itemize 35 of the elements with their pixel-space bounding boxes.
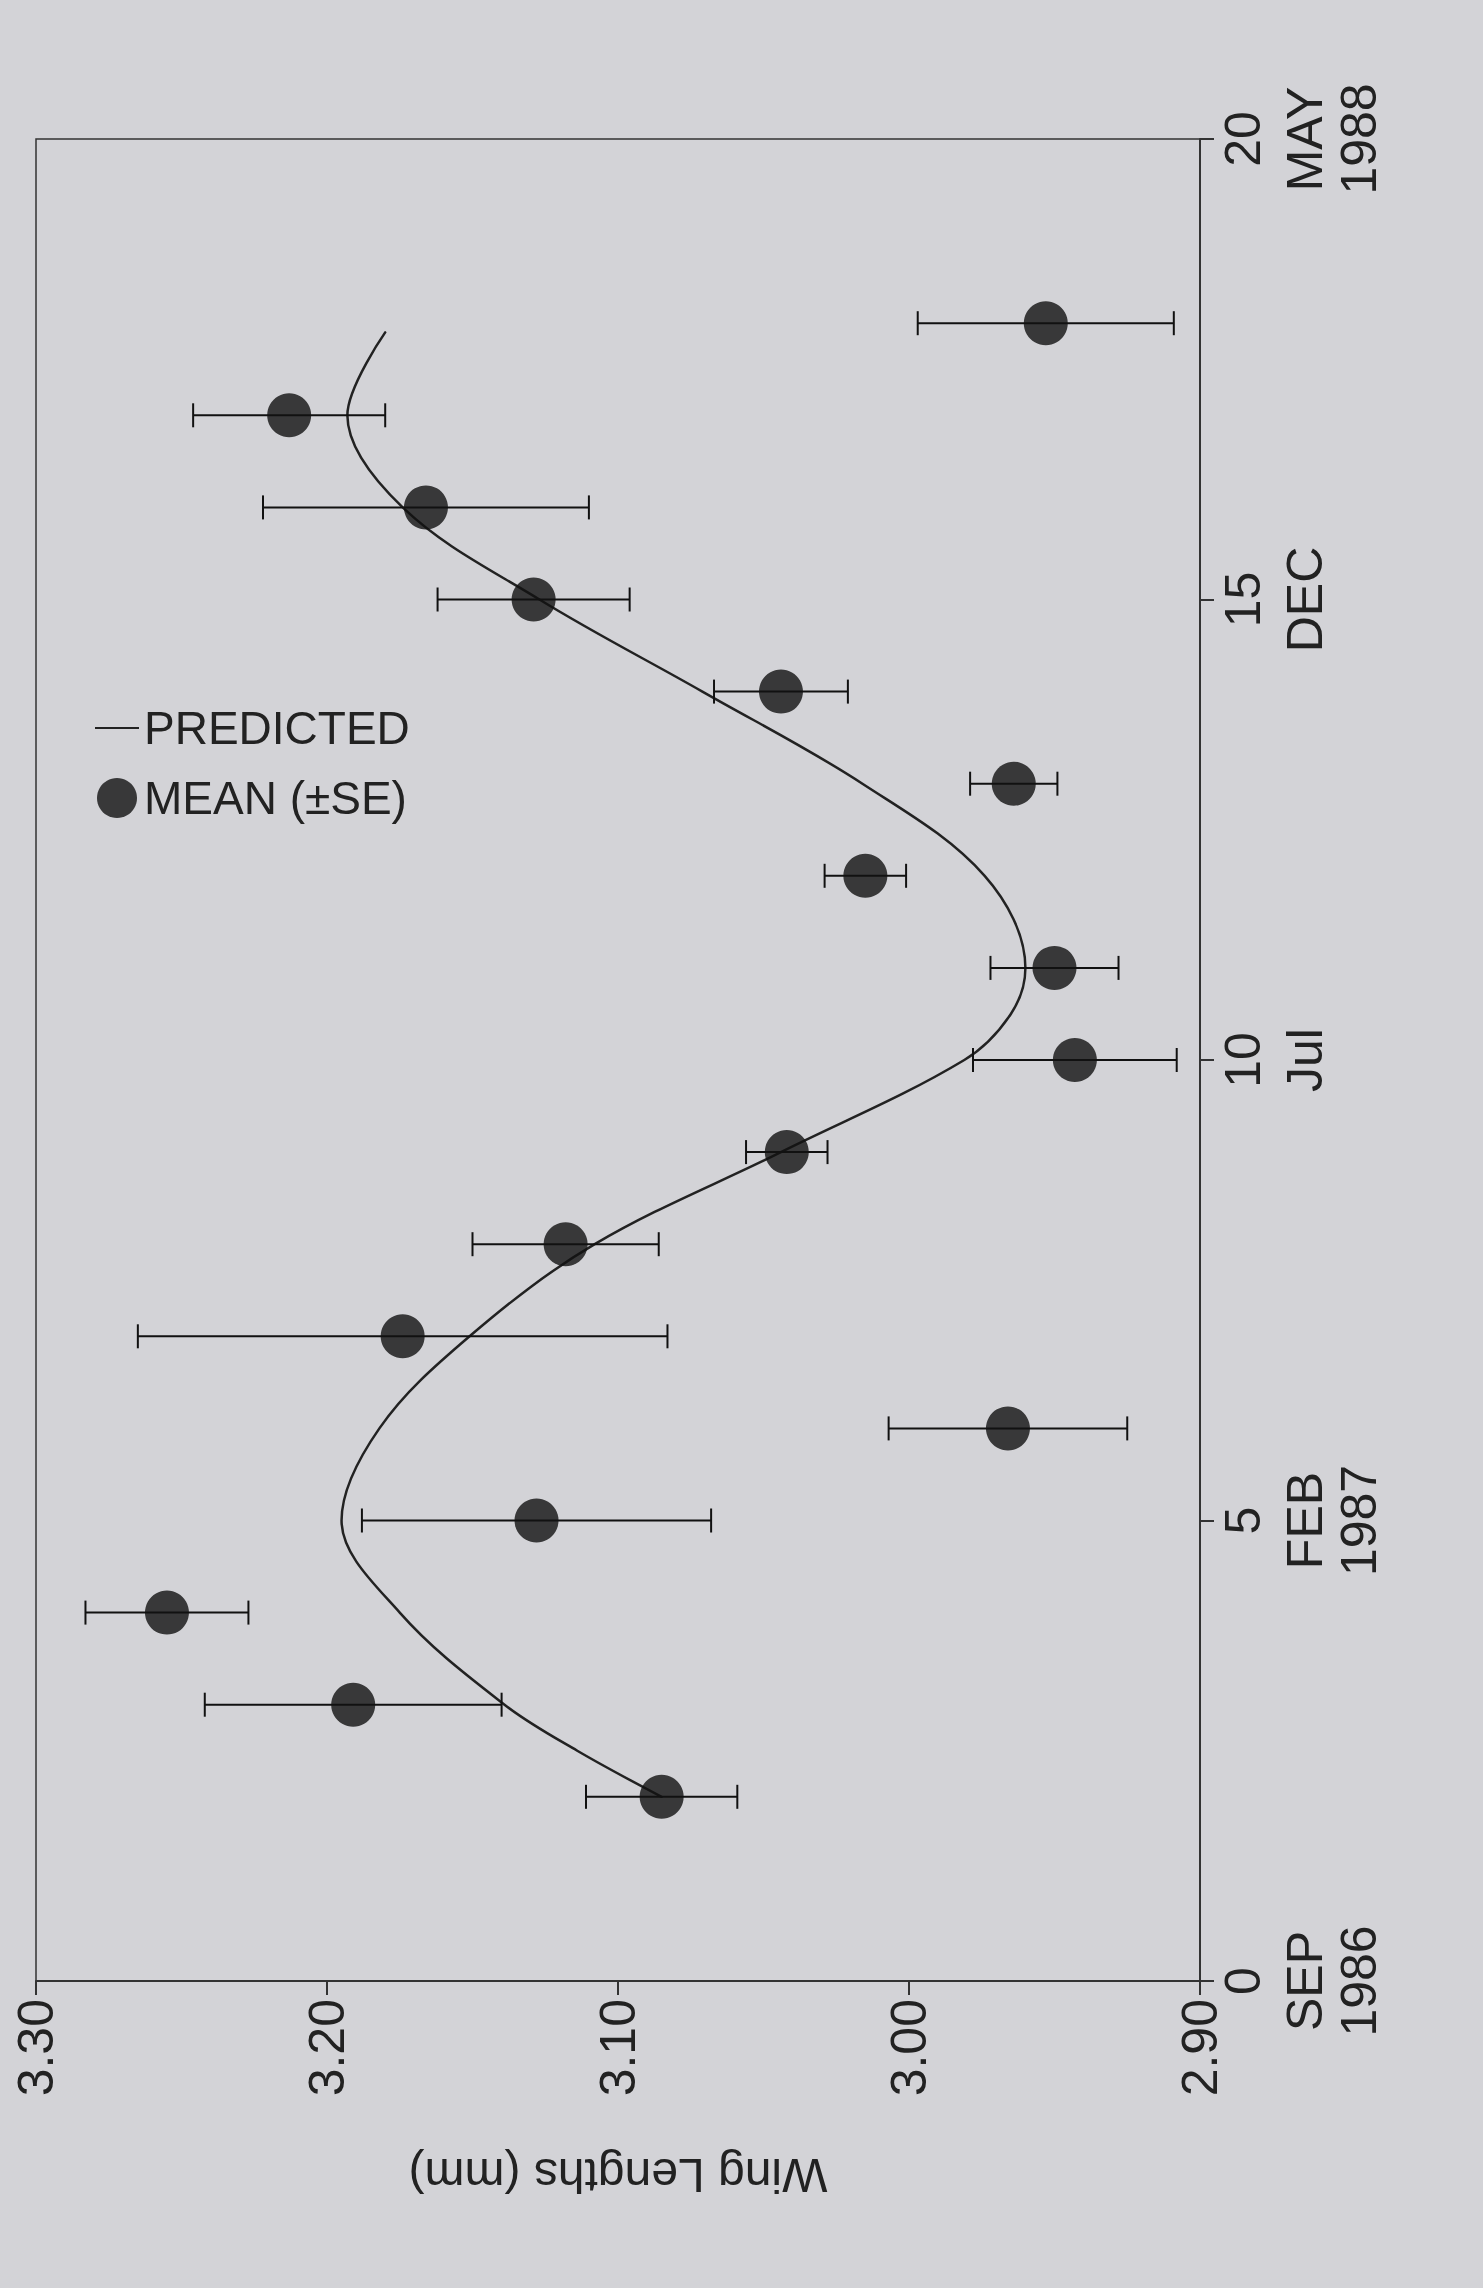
point <box>1023 301 1068 346</box>
legend-label: PREDICTED <box>144 702 410 754</box>
text: MAY 1988 <box>1277 83 1387 195</box>
y-tick-label: 5 <box>1215 1506 1271 1535</box>
point <box>511 577 556 622</box>
point <box>380 1314 425 1359</box>
x-tick-label: 2.90 <box>1172 1999 1228 2097</box>
point <box>1052 1038 1097 1082</box>
y-tick-label: 10 <box>1215 1032 1271 1088</box>
y-tick-label: 0 <box>1215 1967 1271 1995</box>
legend-label: MEAN (±SE) <box>144 772 407 824</box>
x-tick-label: 3.00 <box>881 1999 937 2097</box>
text: DEC <box>1277 546 1333 653</box>
point <box>639 1774 684 1819</box>
point <box>145 1590 189 1635</box>
point <box>514 1498 559 1543</box>
point <box>985 1406 1030 1451</box>
text: SEP 1986 <box>1277 1925 1387 2037</box>
point <box>267 393 312 438</box>
text: Jul <box>1277 1028 1333 1092</box>
text: FEB 1987 <box>1277 1464 1387 1577</box>
point <box>543 1222 588 1267</box>
point <box>403 485 448 530</box>
y-tick-label: 20 <box>1215 111 1271 167</box>
point <box>1032 945 1077 990</box>
point <box>331 1682 376 1727</box>
point <box>843 853 888 898</box>
point <box>764 1130 809 1175</box>
x-tick-label: 3.30 <box>8 1999 64 2097</box>
x-tick-label: 3.10 <box>590 1999 646 2097</box>
x-tick-label: 3.20 <box>299 1999 355 2097</box>
y-tick-label: 15 <box>1215 571 1271 628</box>
point <box>991 761 1036 806</box>
point <box>759 669 803 714</box>
x-axis-title: Wing Lengths (mm) <box>408 2148 828 2202</box>
